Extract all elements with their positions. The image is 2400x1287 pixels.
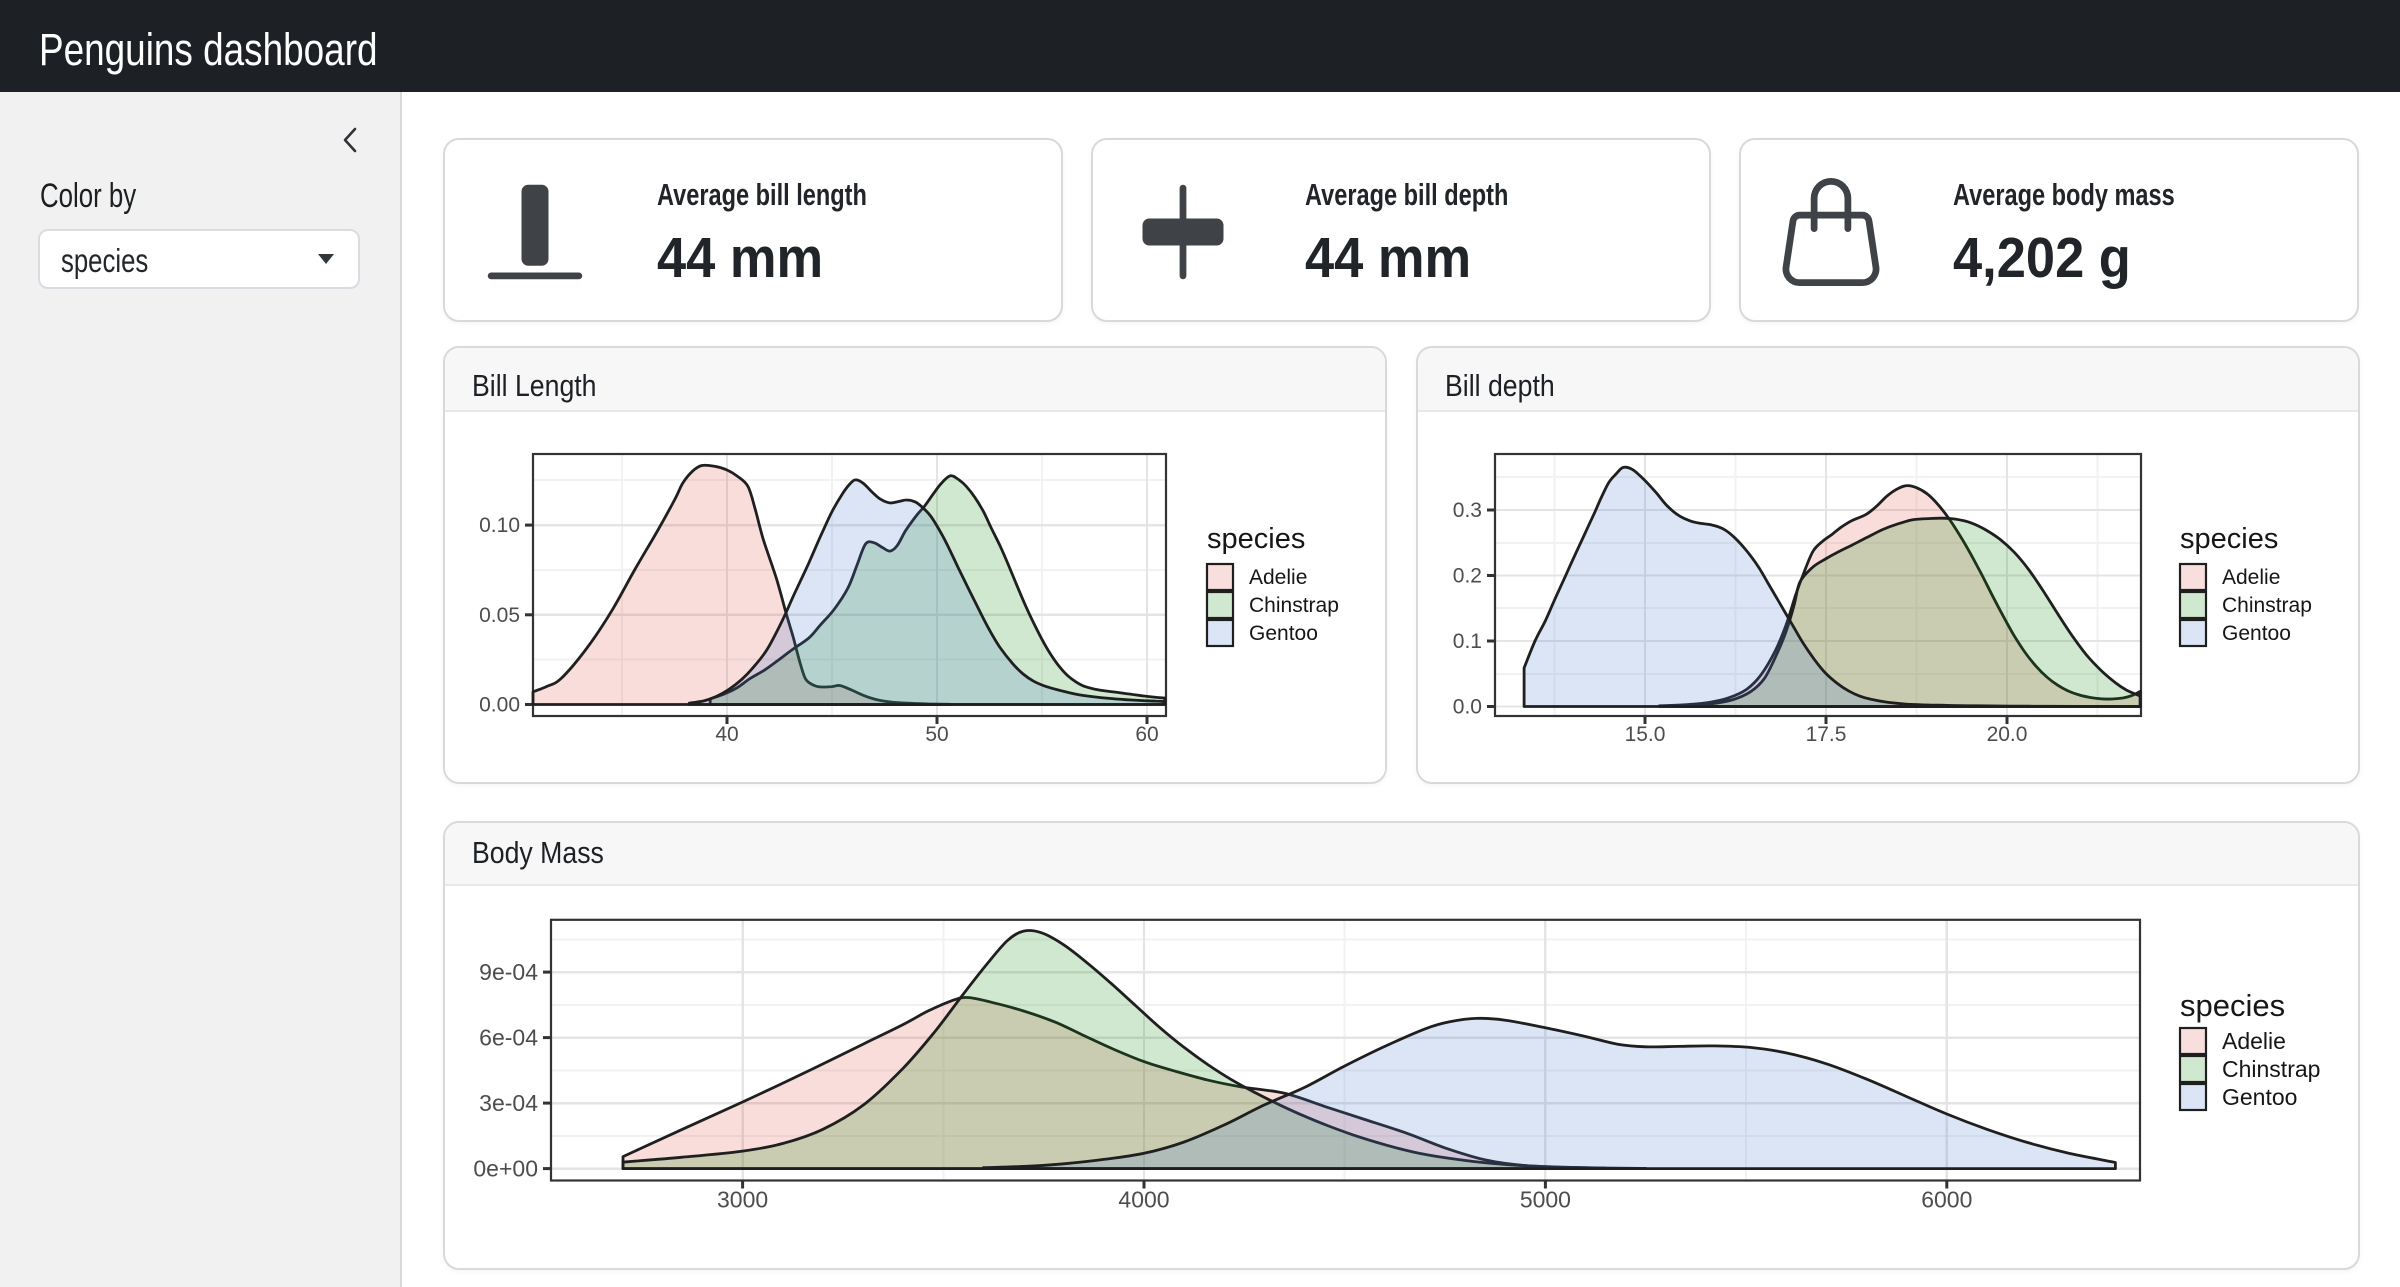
svg-text:0.00: 0.00 [479,694,520,717]
svg-text:0.2: 0.2 [1453,565,1482,588]
svg-text:5000: 5000 [1520,1186,1571,1212]
svg-text:0.10: 0.10 [479,514,520,537]
svg-text:Gentoo: Gentoo [2222,1084,2297,1110]
svg-text:17.5: 17.5 [1806,723,1847,746]
svg-text:Chinstrap: Chinstrap [1249,594,1339,617]
svg-text:Gentoo: Gentoo [2222,622,2291,645]
svg-text:4000: 4000 [1118,1186,1169,1212]
svg-text:50: 50 [925,723,948,746]
svg-text:3000: 3000 [717,1186,768,1212]
svg-text:0.1: 0.1 [1453,630,1482,653]
svg-text:species: species [2180,523,2278,555]
svg-text:20.0: 20.0 [1987,723,2028,746]
svg-text:40: 40 [715,723,738,746]
svg-text:Adelie: Adelie [1249,566,1307,589]
svg-text:Adelie: Adelie [2222,566,2280,589]
svg-text:6e-04: 6e-04 [479,1024,538,1050]
svg-text:0.3: 0.3 [1453,499,1482,522]
svg-text:3e-04: 3e-04 [479,1090,538,1116]
svg-text:0.05: 0.05 [479,604,520,627]
svg-text:Gentoo: Gentoo [1249,622,1318,645]
svg-text:Chinstrap: Chinstrap [2222,594,2312,617]
svg-text:0e+00: 0e+00 [473,1155,538,1181]
svg-text:species: species [2180,988,2285,1023]
svg-text:9e-04: 9e-04 [479,959,538,985]
svg-text:Adelie: Adelie [2222,1028,2286,1054]
svg-text:0.0: 0.0 [1453,696,1482,719]
svg-text:15.0: 15.0 [1625,723,1666,746]
svg-text:60: 60 [1135,723,1158,746]
svg-text:Chinstrap: Chinstrap [2222,1056,2320,1082]
svg-text:species: species [1207,523,1305,555]
svg-text:6000: 6000 [1921,1186,1972,1212]
